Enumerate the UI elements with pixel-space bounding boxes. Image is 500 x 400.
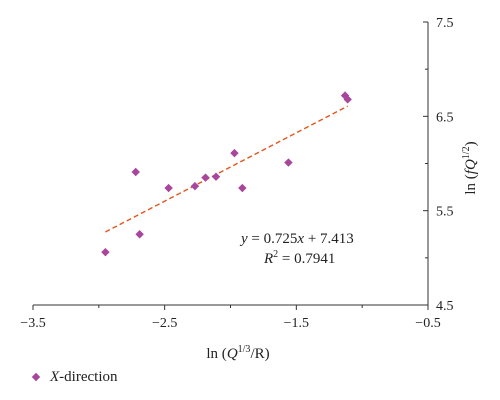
- data-point: [135, 230, 144, 239]
- y-tick-label: 7.5: [436, 16, 454, 31]
- data-points: [101, 91, 352, 257]
- axes: [32, 21, 429, 310]
- data-point: [164, 183, 173, 193]
- trendline: [105, 105, 349, 233]
- y-tick-label: 4.5: [436, 299, 454, 314]
- x-tick-label: −1.5: [284, 316, 309, 331]
- x-tick-label: −3.5: [20, 316, 45, 331]
- data-point: [201, 173, 210, 182]
- data-point: [238, 183, 247, 193]
- data-point: [343, 95, 352, 104]
- data-point: [284, 158, 293, 167]
- x-tick-label: −2.5: [152, 316, 177, 331]
- y-tick-label: 6.5: [436, 110, 454, 125]
- r-squared-annotation: R2 = 0.7941: [263, 249, 335, 267]
- y-tick-label: 5.5: [436, 205, 454, 220]
- legend-label: X-direction: [49, 369, 118, 385]
- tick-labels: −3.5 −2.5 −1.5 −0.5 4.5 5.5 6.5 7.5: [20, 16, 453, 331]
- x-tick-label: −0.5: [415, 316, 440, 331]
- data-point: [211, 172, 221, 181]
- data-point: [230, 148, 239, 158]
- trendline-group: [105, 105, 349, 233]
- data-point: [190, 181, 200, 191]
- y-axis-label: ln (fQ1/2): [461, 141, 479, 194]
- equation-annotation: y = 0.725x + 7.413: [239, 231, 354, 247]
- legend: X-direction: [31, 369, 118, 385]
- legend-marker-diamond-icon: [31, 372, 41, 382]
- data-point: [101, 247, 110, 257]
- data-point: [131, 167, 140, 177]
- x-axis-label: ln (Q1/3/R): [206, 344, 269, 362]
